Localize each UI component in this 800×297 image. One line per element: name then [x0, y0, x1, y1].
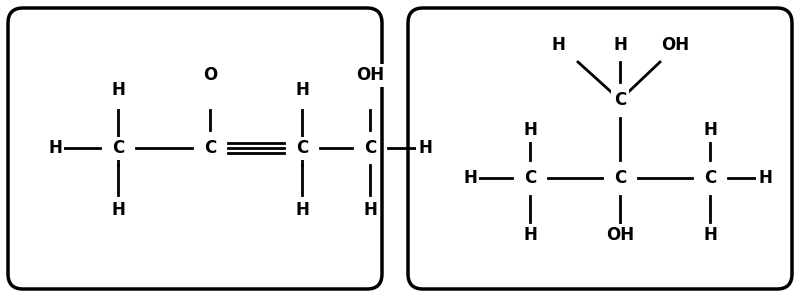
Text: H: H	[295, 201, 309, 219]
Text: C: C	[524, 169, 536, 187]
Text: C: C	[364, 139, 376, 157]
Text: C: C	[112, 139, 124, 157]
Text: C: C	[704, 169, 716, 187]
Text: H: H	[48, 139, 62, 157]
Text: H: H	[703, 121, 717, 139]
FancyBboxPatch shape	[408, 8, 792, 289]
Text: OH: OH	[661, 36, 689, 54]
Text: H: H	[418, 139, 432, 157]
Text: C: C	[614, 91, 626, 109]
Text: C: C	[614, 169, 626, 187]
Text: H: H	[523, 121, 537, 139]
Text: C: C	[204, 139, 216, 157]
Text: H: H	[111, 81, 125, 99]
Text: H: H	[613, 36, 627, 54]
Text: H: H	[523, 226, 537, 244]
Text: H: H	[758, 169, 772, 187]
Text: H: H	[363, 201, 377, 219]
Text: H: H	[703, 226, 717, 244]
FancyBboxPatch shape	[8, 8, 382, 289]
Text: H: H	[463, 169, 477, 187]
Text: OH: OH	[356, 66, 384, 84]
Text: C: C	[296, 139, 308, 157]
Text: OH: OH	[606, 226, 634, 244]
Text: O: O	[203, 66, 217, 84]
Text: H: H	[551, 36, 565, 54]
Text: H: H	[295, 81, 309, 99]
Text: H: H	[111, 201, 125, 219]
